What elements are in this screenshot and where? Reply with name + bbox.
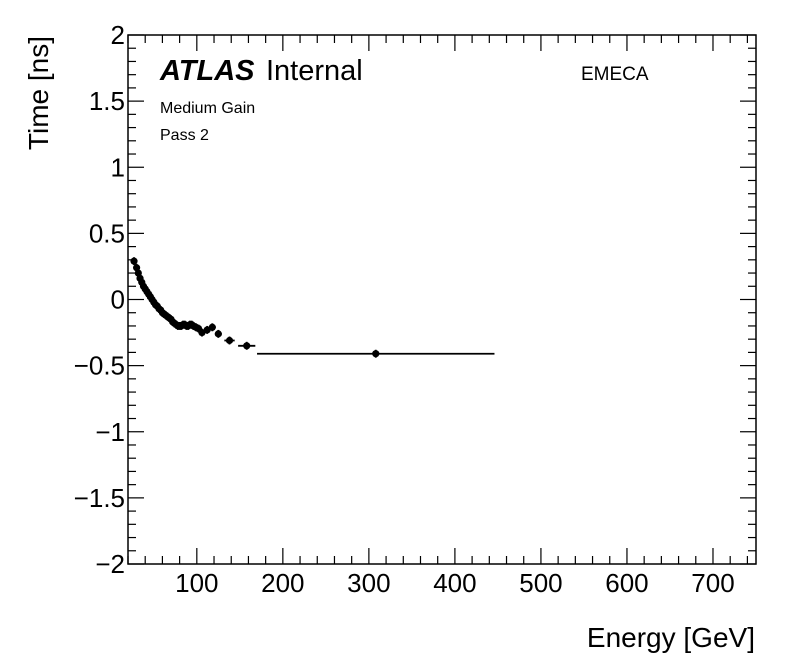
- x-tick-label: 500: [519, 568, 562, 598]
- data-point: [224, 336, 235, 345]
- data-point: [214, 329, 222, 338]
- y-tick-label: −2: [95, 549, 125, 579]
- x-tick-label: 200: [261, 568, 304, 598]
- x-tick-label: 700: [691, 568, 734, 598]
- data-point: [257, 349, 495, 358]
- pass-label: Pass 2: [160, 127, 209, 144]
- gain-label: Medium Gain: [160, 100, 255, 117]
- y-tick-label: 0: [111, 285, 125, 315]
- y-tick-label: 1: [111, 152, 125, 182]
- x-tick-label: 100: [175, 568, 218, 598]
- y-axis-title: Time [ns]: [23, 36, 54, 150]
- x-axis-title: Energy [GeV]: [587, 622, 755, 653]
- data-marker: [243, 342, 251, 350]
- data-marker: [208, 323, 216, 331]
- region-label: EMECA: [581, 64, 649, 85]
- data-points: [130, 257, 495, 358]
- y-tick-label: 2: [111, 20, 125, 50]
- y-tick-label: −1: [95, 417, 125, 447]
- plot-frame: [127, 34, 757, 565]
- data-marker: [225, 336, 234, 345]
- y-tick-label: −1.5: [74, 483, 125, 513]
- x-tick-label: 400: [433, 568, 476, 598]
- atlas-experiment-label: ATLAS: [159, 55, 255, 87]
- y-tick-label: 1.5: [89, 86, 125, 116]
- data-point: [208, 323, 216, 332]
- axis-ticks: [127, 34, 756, 565]
- data-marker: [214, 330, 222, 338]
- atlas-label: ATLAS Internal: [159, 55, 363, 87]
- data-point: [130, 257, 138, 266]
- y-tick-label: 0.5: [89, 218, 125, 248]
- atlas-status-label: Internal: [266, 55, 363, 87]
- data-marker: [130, 257, 138, 265]
- y-tick-label: −0.5: [74, 351, 125, 381]
- axis-tick-labels: 100 200 300 400 500 600 700 −2 −1.5 −1 −0.5 0 0.5 1 1.…: [74, 20, 735, 598]
- data-point: [238, 341, 256, 350]
- data-marker: [372, 350, 380, 358]
- x-tick-label: 300: [347, 568, 390, 598]
- x-tick-label: 600: [605, 568, 648, 598]
